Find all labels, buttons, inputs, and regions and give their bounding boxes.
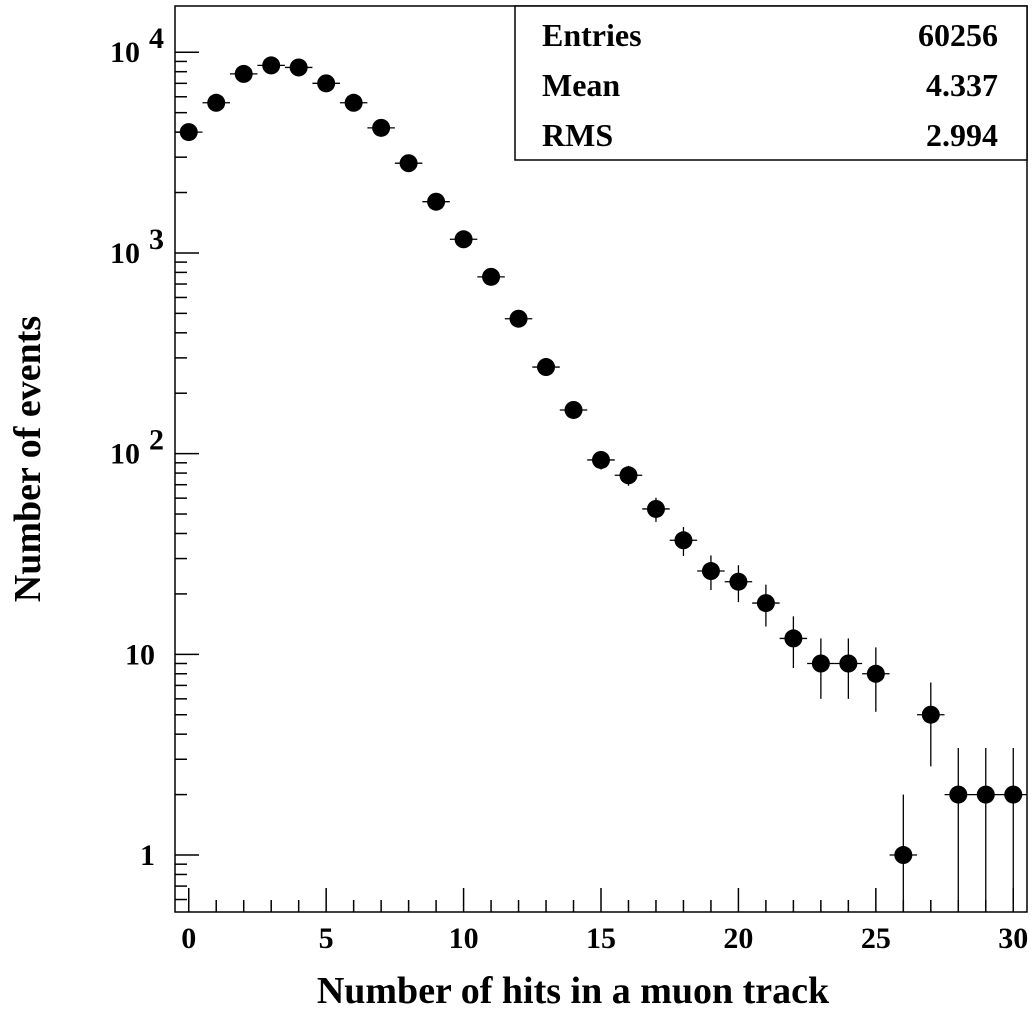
data-points [179,56,1023,865]
data-point [262,56,281,75]
y-tick-exponent: 2 [149,424,164,457]
x-tick-label: 0 [181,922,196,955]
data-point [894,846,913,865]
data-point [839,654,858,673]
data-point [564,400,583,419]
data-point [509,309,528,328]
data-point [482,267,501,286]
y-tick-label: 10 [110,36,140,69]
y-tick-label: 10 [110,237,140,270]
y-tick-exponent: 4 [149,22,164,55]
data-point [784,629,803,648]
y-axis-label: Number of events [7,316,49,602]
data-point [537,358,556,377]
error-bars [175,64,1027,912]
stats-box: Entries 60256 Mean 4.337 RMS 2.994 [514,5,1028,161]
data-point [646,499,665,518]
x-axis-label: Number of hits in a muon track [317,970,830,1012]
y-tick-label: 10 [110,438,140,471]
y-tick-label: 1 [140,839,155,872]
x-tick-label: 30 [998,922,1028,955]
data-point [756,594,775,613]
data-point [399,154,418,173]
data-point [1004,785,1023,804]
stats-rms-label: RMS [542,117,613,153]
x-tick-label: 15 [586,922,616,955]
stats-rms-value: 2.994 [926,117,998,153]
data-point [674,531,693,550]
data-point [619,466,638,485]
axis-ticks [175,51,1015,912]
data-point [976,785,995,804]
x-tick-label: 10 [449,922,479,955]
y-tick-exponent: 3 [149,223,164,256]
x-tick-label: 25 [861,922,891,955]
data-point [701,562,720,581]
data-point [344,93,363,112]
stats-mean-label: Mean [542,67,620,103]
data-point [921,705,940,724]
x-tick-labels: 0 5 10 15 20 25 30 [181,922,1028,955]
data-point [372,118,391,137]
data-point [234,64,253,83]
data-point [207,93,226,112]
data-point [811,654,830,673]
x-tick-label: 20 [723,922,753,955]
data-point [427,192,446,211]
data-point [289,58,308,77]
data-point [317,74,336,93]
x-tick-label: 5 [319,922,334,955]
stats-box-frame [514,5,1028,161]
data-point [454,230,473,249]
data-point [592,450,610,469]
data-point [866,664,885,683]
stats-entries-value: 60256 [918,17,998,53]
data-point [179,123,198,142]
stats-mean-value: 4.337 [926,67,998,103]
data-point [949,785,968,804]
y-tick-labels: 1 10 10 2 10 3 10 4 [110,22,164,872]
y-tick-label: 10 [125,638,155,671]
data-point [729,572,748,591]
stats-entries-label: Entries [542,17,642,53]
